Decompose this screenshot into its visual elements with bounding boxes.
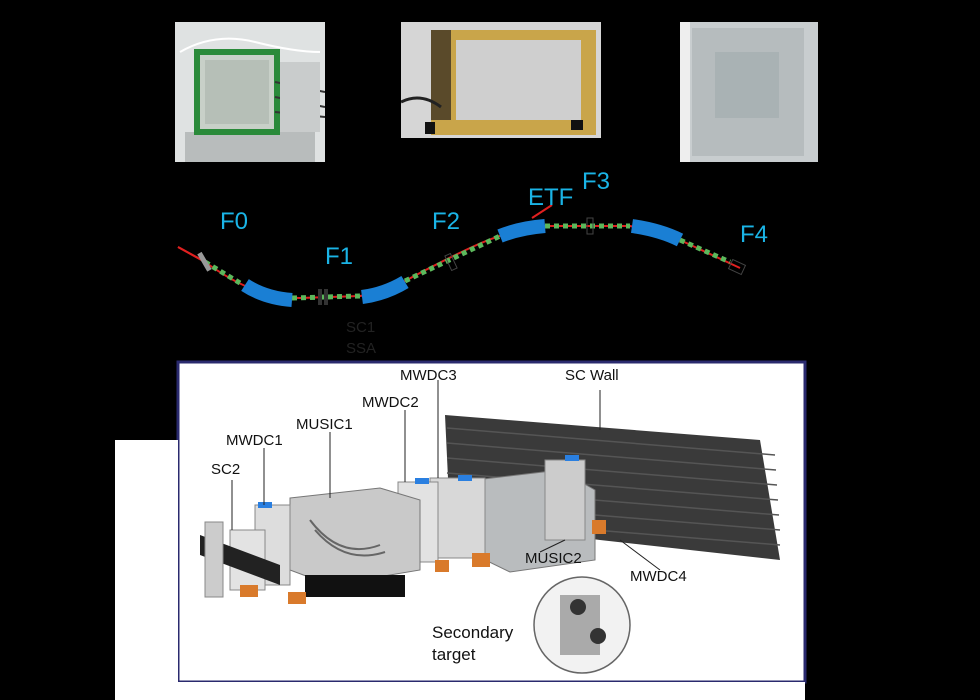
- detector-label-ssa: SSA: [346, 340, 377, 357]
- station-label-f1: F1: [325, 243, 354, 270]
- label-secondary-target: Secondary target: [432, 623, 514, 664]
- station-label-f3: F3: [582, 168, 611, 195]
- label-mwdc2: MWDC2: [362, 394, 419, 411]
- dipole-magnet: [630, 219, 684, 247]
- station-label-f0: F0: [220, 208, 249, 235]
- quad-segment: [678, 237, 732, 265]
- label-mwdc1: MWDC1: [226, 432, 283, 449]
- station-label-f4: F4: [740, 221, 769, 248]
- music1-box: [289, 487, 421, 586]
- label-music2: MUSIC2: [525, 550, 582, 567]
- beam-arrow: [177, 246, 201, 260]
- dipole-magnet: [497, 219, 546, 243]
- label-music1: MUSIC1: [296, 416, 353, 433]
- station-label-etf: ETF: [528, 184, 574, 211]
- station-label-f2: F2: [432, 208, 461, 235]
- detector-label-sc1: SC1: [346, 319, 376, 336]
- detector-photo-gold-frame: [401, 22, 601, 138]
- label-mwdc4: MWDC4: [630, 568, 687, 585]
- quad-segment: [203, 259, 242, 286]
- label-mwdc3: MWDC3: [400, 367, 457, 384]
- detector-photo-mwdc: [175, 22, 325, 162]
- quad-segment: [291, 293, 361, 301]
- dipole-magnet: [241, 279, 293, 307]
- dipole-magnet: [360, 275, 409, 304]
- label-sc-wall: SC Wall: [565, 367, 619, 384]
- detector-photo-aluminum-panel: [680, 22, 818, 162]
- label-sc2: SC2: [211, 461, 241, 478]
